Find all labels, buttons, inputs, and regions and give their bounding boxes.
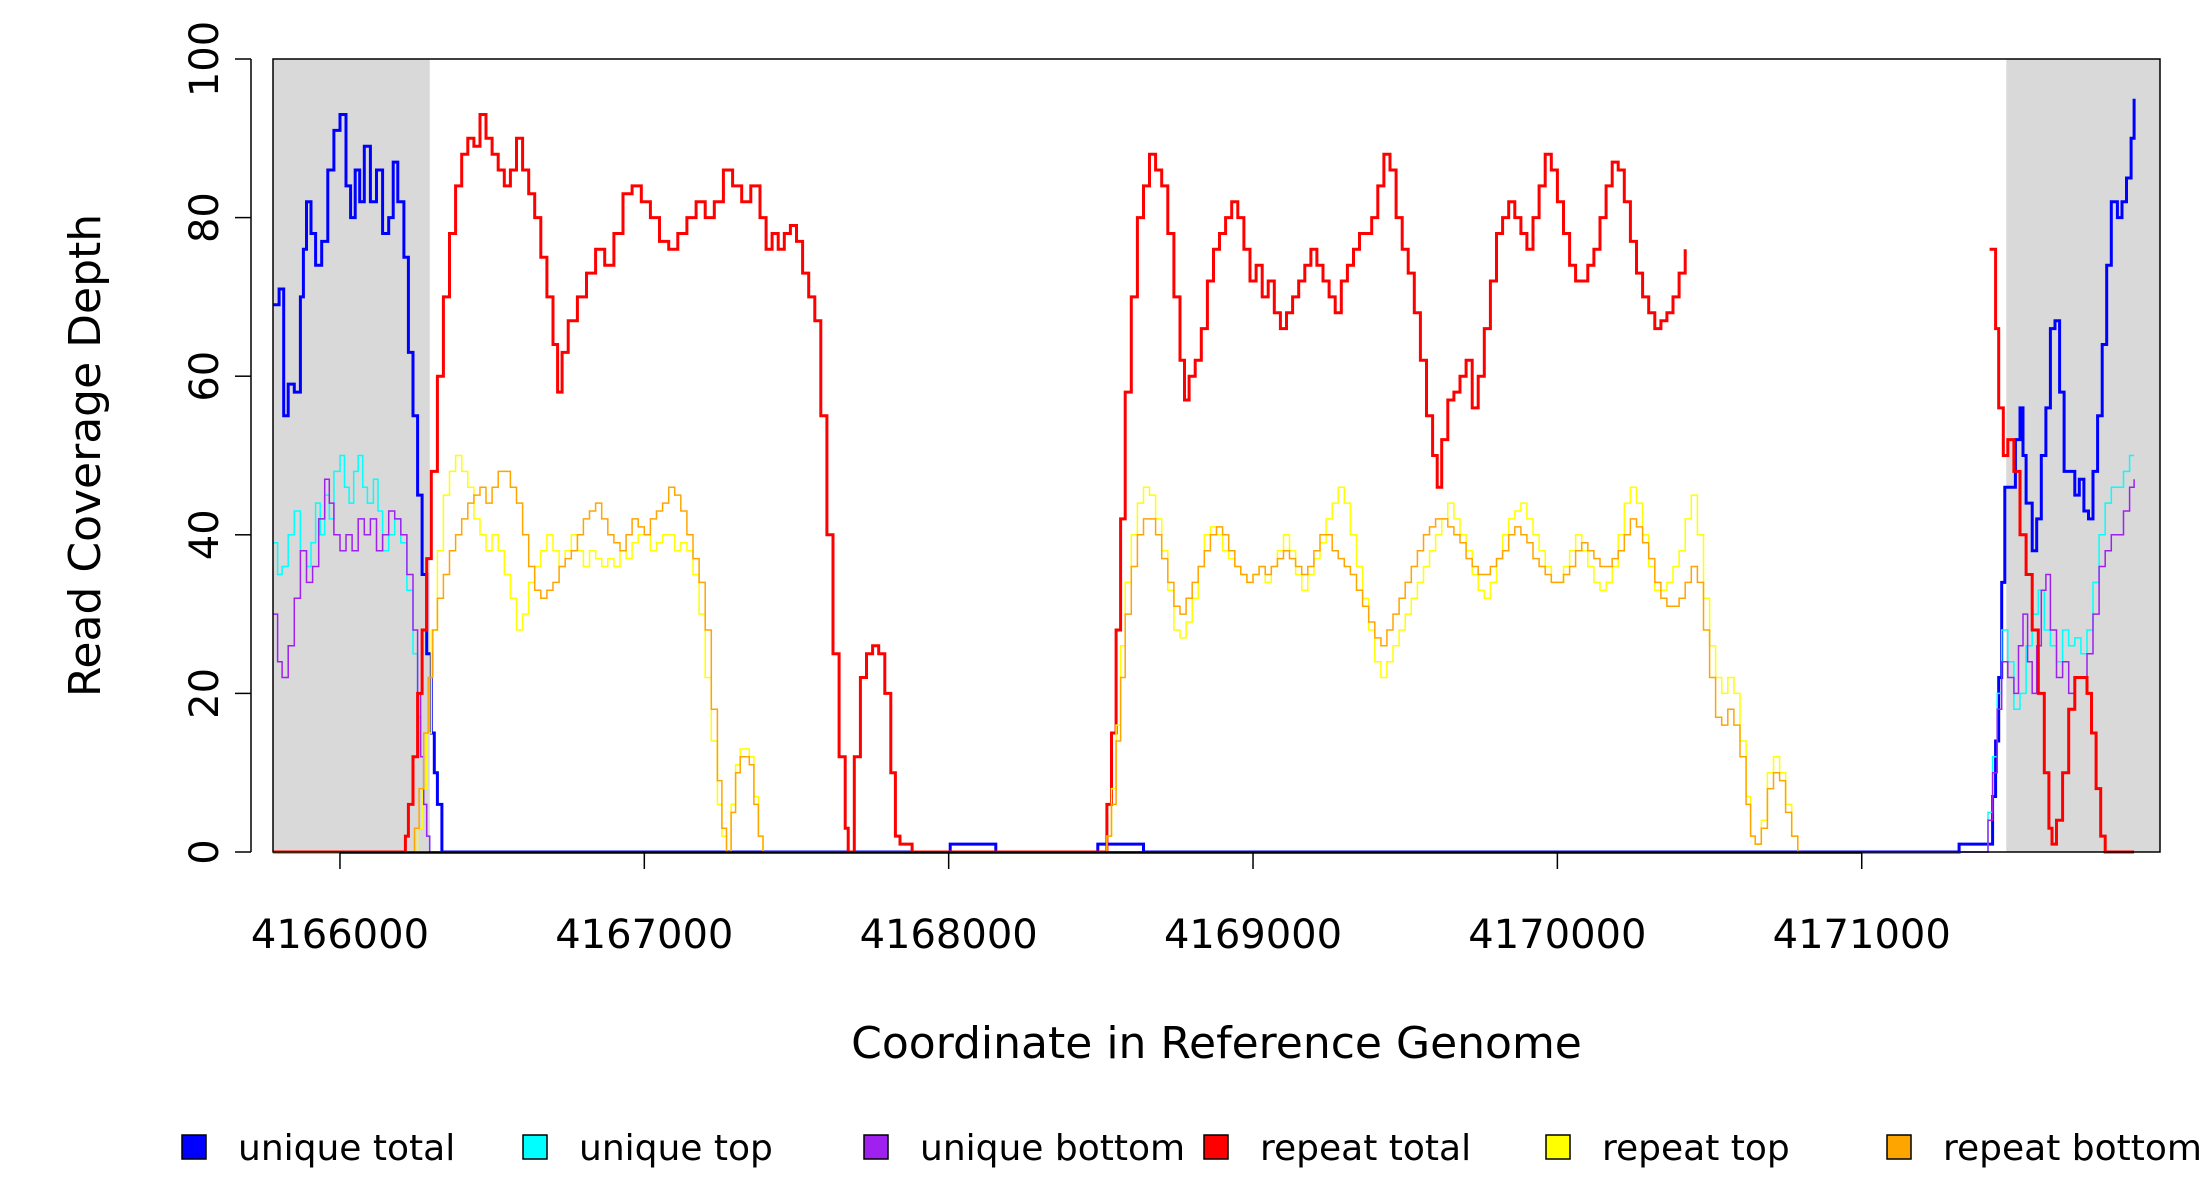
shaded-region-2 [2006,59,2160,852]
legend-label: repeat top [1602,1128,1790,1169]
x-tick-label: 4168000 [860,912,1038,958]
legend-item-unique-top: unique top [522,1128,773,1169]
legend-label: unique bottom [920,1128,1185,1169]
x-tick-label: 4169000 [1164,912,1342,958]
x-axis: 4166000 4167000 4168000 4169000 4170000 41710… [251,852,1951,958]
y-axis-title: Read Coverage Depth [60,214,111,697]
legend-item-unique-total: unique total [181,1128,455,1169]
legend-item-unique-bottom: unique bottom [863,1128,1185,1169]
legend-item-repeat-total: repeat total [1203,1128,1471,1169]
legend-label: unique top [579,1128,773,1169]
legend-label: repeat bottom [1943,1128,2200,1169]
legend-label: unique total [238,1128,455,1169]
y-axis: 0 20 40 60 80 100 [182,21,252,865]
plot-frame [272,58,2161,853]
x-tick-label: 4167000 [555,912,733,958]
y-tick-label: 100 [182,21,228,97]
x-tick-label: 4171000 [1773,912,1951,958]
x-axis-title: Coordinate in Reference Genome [851,1018,1582,1069]
legend-item-repeat-top: repeat top [1545,1128,1790,1169]
series-lines [273,98,2136,854]
legend-swatch [1886,1134,1912,1160]
legend-swatch [522,1134,548,1160]
legend-swatch [863,1134,889,1160]
series-line-repeat-total-3 [273,113,1687,854]
x-tick-label: 4170000 [1468,912,1646,958]
shaded-region-1 [273,59,430,852]
y-tick-label: 40 [182,509,228,560]
series-line-repeat-total-4 [1989,247,2135,854]
legend-swatch [1545,1134,1571,1160]
legend-swatch [181,1134,207,1160]
series-line-repeat-bottom-6 [273,470,1801,853]
y-tick-label: 60 [182,351,228,402]
legend-label: repeat total [1260,1128,1471,1169]
legend: unique total unique top unique bottom repea… [181,1128,2200,1169]
legend-swatch [1203,1134,1229,1160]
y-tick-label: 20 [182,668,228,719]
y-tick-label: 80 [182,192,228,243]
x-tick-label: 4166000 [251,912,429,958]
legend-item-repeat-bottom: repeat bottom [1886,1128,2200,1169]
y-tick-label: 0 [182,839,228,864]
